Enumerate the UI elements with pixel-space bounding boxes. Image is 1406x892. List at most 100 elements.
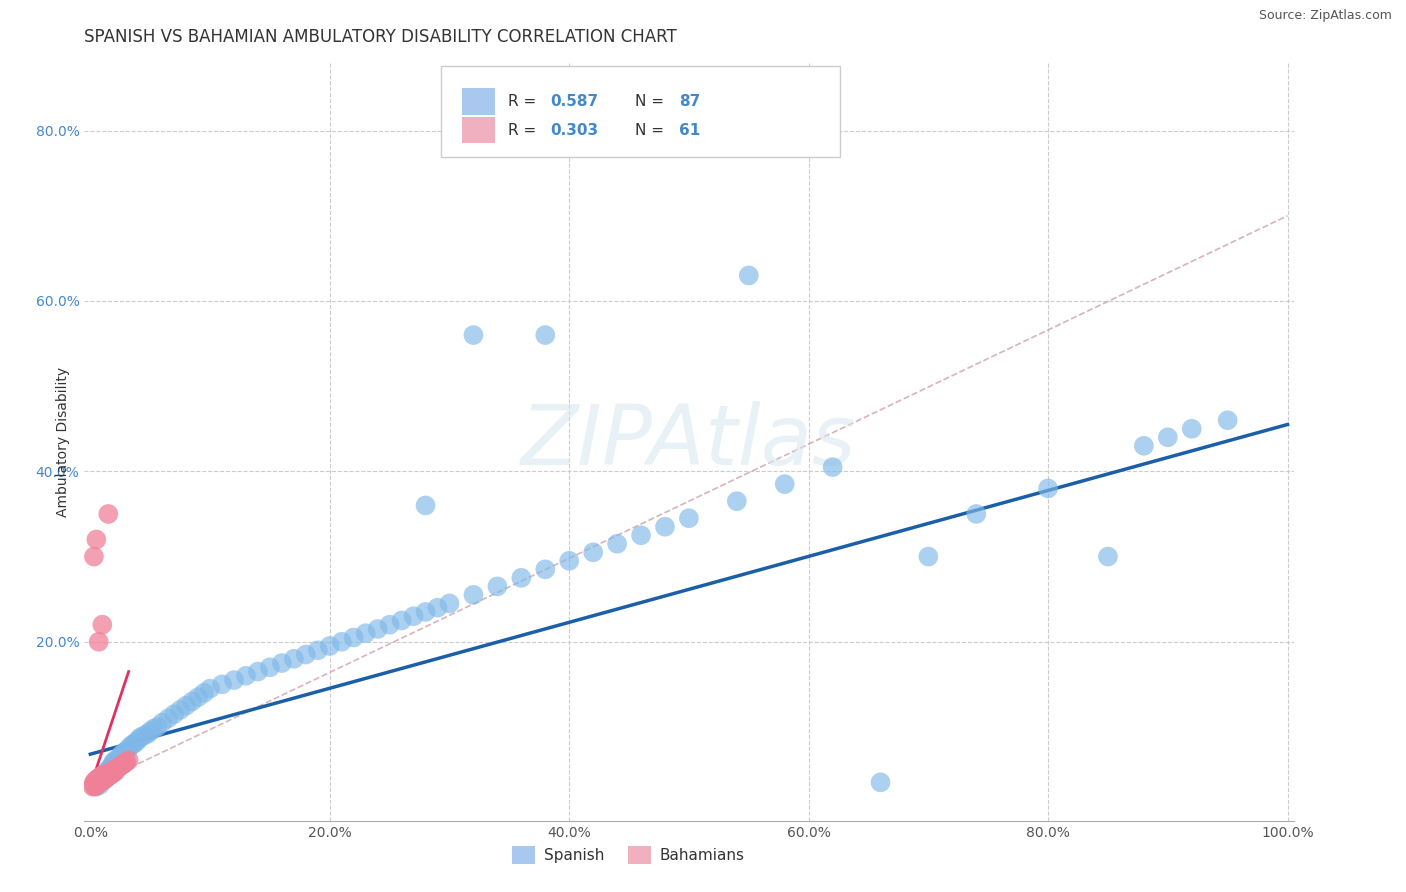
Point [558,554,581,568]
Point [86,772,108,786]
Point [111,757,134,772]
Point [917,549,939,564]
Point [1097,549,1119,564]
Point [98,766,121,780]
Point [96,770,118,784]
Point [821,460,844,475]
Point [486,579,509,593]
Text: 0.587: 0.587 [550,95,598,109]
Text: N =: N = [634,122,668,137]
Point [93,772,115,787]
Point [87,775,110,789]
Point [235,669,257,683]
Point [91,617,114,632]
Point [181,694,204,708]
Point [193,686,215,700]
Point [91,773,114,788]
Point [630,528,652,542]
Point [84,774,107,789]
Point [97,769,120,783]
Point [1157,430,1180,444]
Point [534,328,557,343]
Point [343,631,366,645]
Point [87,634,110,648]
Text: R =: R = [508,122,541,137]
Point [89,778,111,792]
Point [426,600,449,615]
Point [100,767,122,781]
Point [89,772,111,787]
Point [415,499,437,513]
Point [146,720,169,734]
Point [107,761,129,775]
Point [110,759,132,773]
Point [222,673,245,687]
Point [87,773,110,788]
Text: SPANISH VS BAHAMIAN AMBULATORY DISABILITY CORRELATION CHART: SPANISH VS BAHAMIAN AMBULATORY DISABILIT… [84,28,678,45]
Point [93,767,115,781]
Point [187,690,209,705]
Point [91,771,114,785]
Point [91,771,114,785]
Point [83,778,105,792]
Bar [461,88,495,115]
Point [97,507,120,521]
Point [246,665,269,679]
Point [86,772,108,787]
Point [112,746,135,760]
Point [101,756,124,770]
Point [101,766,124,780]
Point [259,660,281,674]
Point [295,648,318,662]
Point [93,772,115,787]
Point [110,758,132,772]
Text: N =: N = [634,95,668,109]
Point [86,775,108,789]
Text: Source: ZipAtlas.com: Source: ZipAtlas.com [1258,9,1392,22]
Point [463,588,485,602]
Point [94,768,117,782]
Point [965,507,987,521]
Point [104,764,127,779]
Point [738,268,761,283]
Point [1133,439,1156,453]
Point [1216,413,1239,427]
Point [330,634,353,648]
Point [129,730,152,744]
Point [139,724,162,739]
Point [98,768,121,782]
Point [112,756,135,771]
Point [439,596,461,610]
Point [89,770,111,784]
Point [83,549,105,564]
Point [103,754,125,768]
Point [86,533,108,547]
Point [105,752,128,766]
Text: 61: 61 [679,122,700,137]
Point [150,715,173,730]
Point [169,703,191,717]
Point [725,494,748,508]
Point [100,765,122,780]
Point [122,737,145,751]
Point [84,780,107,794]
Point [115,755,138,769]
Point [402,609,425,624]
Y-axis label: Ambulatory Disability: Ambulatory Disability [56,367,70,516]
Point [134,728,156,742]
Point [84,777,107,791]
Point [108,760,131,774]
Point [283,652,305,666]
Point [94,771,117,785]
Text: 87: 87 [679,95,700,109]
Point [87,776,110,790]
Point [211,677,233,691]
Point [174,698,197,713]
Point [110,749,132,764]
Point [142,722,165,736]
Point [115,744,138,758]
Text: ZIPAtlas: ZIPAtlas [522,401,856,482]
Point [101,764,124,779]
Point [354,626,377,640]
Point [869,775,891,789]
